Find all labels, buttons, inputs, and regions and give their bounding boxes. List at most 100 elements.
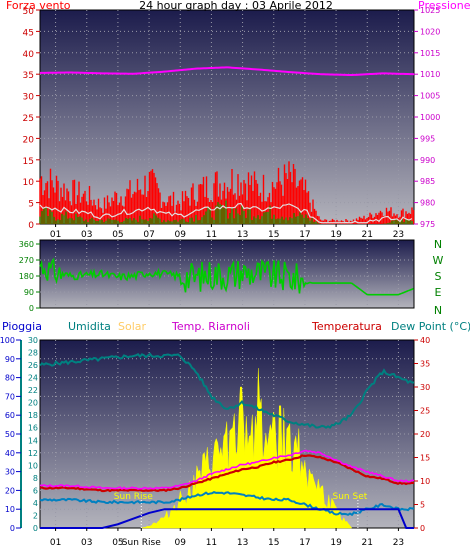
- tick-label-x: 19: [330, 230, 342, 240]
- temperature-legend: Pioggia Umidita Solar Temp. Riarnoli Tempera…: [2, 320, 470, 333]
- humidity-tick-label: 2: [33, 511, 38, 520]
- wind-y-ticks: 0 5 10 15 20 25 30 35 40 45 50: [23, 7, 40, 231]
- pressure-line: [39, 66, 415, 77]
- rain-tick-label: 100: [0, 336, 15, 345]
- tick-label-x: 01: [50, 230, 61, 240]
- line-dew-point-c-: [39, 491, 415, 517]
- compass-label: W: [433, 254, 444, 267]
- chart-title: 24 hour graph day : 03 Aprile 2012: [139, 0, 333, 12]
- humidity-tick-label: 22: [28, 386, 38, 395]
- line-temperatura: [39, 454, 415, 493]
- tick-label-right: 980: [420, 199, 435, 208]
- tick-label-x: 17: [299, 538, 310, 548]
- rain-tick-label: 0: [10, 524, 15, 533]
- direction-gridlines: [40, 240, 414, 308]
- tick-label-x: 17: [299, 230, 310, 240]
- humidity-tick-label: 10: [28, 461, 38, 470]
- tick-label-left: 45: [23, 28, 34, 38]
- humidity-tick-label: 4: [33, 499, 38, 508]
- tick-label-right: 1005: [420, 92, 440, 101]
- legend-label: Temperatura: [311, 320, 382, 333]
- rain-tick-label: 70: [5, 392, 15, 401]
- temperature-tick-label: 15: [420, 454, 430, 463]
- sun-marker-label: Sun Set: [333, 492, 368, 502]
- wind-series: [39, 66, 415, 224]
- tick-label-x: 05: [112, 538, 123, 548]
- rain-tick-label: 10: [5, 505, 15, 514]
- tick-label-x: 11: [206, 230, 217, 240]
- tick-label-x: 03: [81, 230, 92, 240]
- humidity-tick-label: 16: [28, 424, 38, 433]
- wind-direction-line: [39, 257, 414, 296]
- wind-x-ticks: 01 03 05 07 09 11 13 15 17 19 21 23: [50, 224, 404, 240]
- legend-label: Solar: [118, 320, 147, 333]
- humidity-tick-label: 28: [28, 349, 38, 358]
- humidity-tick-label: 30: [28, 336, 38, 345]
- line-temp-riarnoli: [39, 449, 415, 491]
- direction-series: [39, 257, 414, 296]
- tick-label-right: 1000: [420, 113, 440, 122]
- tick-label-left: 360: [19, 240, 34, 249]
- tick-label-right: 985: [420, 177, 435, 186]
- temperature-axes: 0102030405060708090100024681012141618202…: [0, 336, 430, 533]
- tick-label-x: 07: [143, 230, 154, 240]
- tick-label-left: 15: [23, 157, 34, 167]
- tick-label-x: 15: [268, 230, 279, 240]
- humidity-tick-label: 26: [28, 361, 38, 370]
- tick-label-x: 23: [393, 230, 404, 240]
- tick-label-left: 30: [23, 93, 35, 103]
- rain-tick-label: 50: [5, 430, 15, 439]
- legend-label: Umidita: [68, 320, 111, 333]
- temperature-panel: Pioggia Umidita Solar Temp. Riarnoli Tempera…: [0, 320, 470, 548]
- rain-tick-label: 60: [5, 411, 15, 420]
- sun-annotations: Sun Rise Sun Set: [114, 492, 368, 528]
- tick-label-right: 1010: [420, 70, 440, 79]
- tick-label-left: 10: [23, 178, 35, 188]
- tick-label-left: 0: [29, 304, 34, 313]
- tick-label-left: 20: [23, 135, 35, 145]
- legend-label: Temp. Riarnoli: [171, 320, 250, 333]
- legend-label: Pioggia: [2, 320, 42, 333]
- tick-label-x: 01: [50, 538, 61, 548]
- tick-label-right: 1015: [420, 49, 440, 58]
- temperature-tick-label: 5: [420, 501, 425, 510]
- tick-label-x: 13: [237, 538, 248, 548]
- solar-area: [141, 368, 353, 529]
- rain-tick-label: 40: [5, 449, 15, 458]
- tick-label-x: 05: [112, 230, 123, 240]
- humidity-tick-label: 8: [33, 474, 38, 483]
- tick-label-left: 90: [24, 288, 34, 297]
- wind-pressure-panel: Forza vento 24 hour graph day : 03 April…: [6, 0, 470, 240]
- tick-label-left: 40: [23, 50, 35, 60]
- pressure-axis-label: Pressione: [418, 0, 470, 12]
- tick-label-left: 25: [23, 114, 34, 124]
- tick-label-left: 5: [28, 200, 34, 210]
- tick-label-x: 13: [237, 230, 248, 240]
- humidity-tick-label: 24: [28, 374, 38, 383]
- temperature-tick-label: 40: [420, 336, 430, 345]
- tick-label-x: 21: [362, 230, 373, 240]
- tick-label-left: 50: [23, 7, 35, 17]
- tick-label-x: 03: [81, 538, 92, 548]
- humidity-tick-label: 0: [33, 524, 38, 533]
- humidity-tick-label: 6: [33, 486, 38, 495]
- tick-label-x: Sun Rise: [122, 538, 161, 548]
- direction-y-ticks: 0 90 180 270 360: [19, 240, 40, 313]
- compass-label: N: [434, 238, 442, 251]
- legend-label: Dew Point (°C): [391, 320, 470, 333]
- temperature-tick-label: 20: [420, 430, 430, 439]
- humidity-tick-label: 14: [28, 436, 38, 445]
- direction-plot-area: [39, 239, 415, 309]
- tick-label-right: 995: [420, 134, 435, 143]
- tick-label-left: 180: [19, 272, 34, 281]
- tick-label-right: 1025: [420, 6, 440, 15]
- temperature-tick-label: 0: [420, 524, 425, 533]
- tick-label-x: 11: [206, 538, 217, 548]
- tick-label-left: 35: [23, 71, 34, 81]
- tick-label-right: 990: [420, 156, 435, 165]
- compass-label: N: [434, 304, 442, 317]
- humidity-tick-label: 20: [28, 399, 38, 408]
